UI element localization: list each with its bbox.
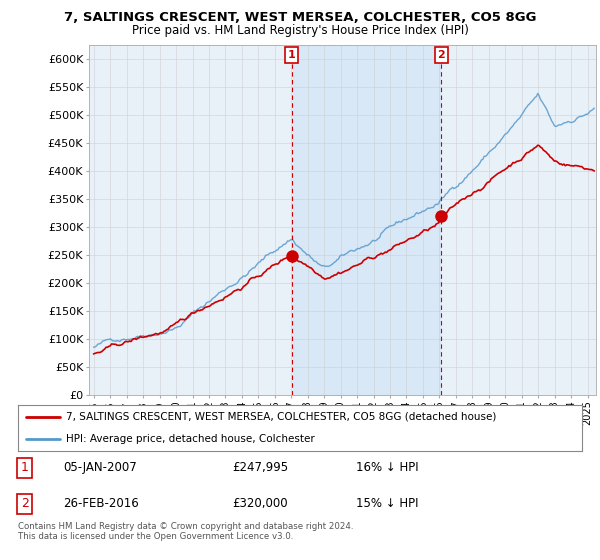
Text: 7, SALTINGS CRESCENT, WEST MERSEA, COLCHESTER, CO5 8GG (detached house): 7, SALTINGS CRESCENT, WEST MERSEA, COLCH…	[66, 412, 496, 422]
Text: 7, SALTINGS CRESCENT, WEST MERSEA, COLCHESTER, CO5 8GG: 7, SALTINGS CRESCENT, WEST MERSEA, COLCH…	[64, 11, 536, 24]
Text: 15% ↓ HPI: 15% ↓ HPI	[356, 497, 419, 510]
Text: 2: 2	[437, 50, 445, 60]
Text: 05-JAN-2007: 05-JAN-2007	[63, 461, 137, 474]
Text: £247,995: £247,995	[232, 461, 289, 474]
Text: 1: 1	[21, 461, 29, 474]
Text: Contains HM Land Registry data © Crown copyright and database right 2024.
This d: Contains HM Land Registry data © Crown c…	[18, 522, 353, 542]
Text: 16% ↓ HPI: 16% ↓ HPI	[356, 461, 419, 474]
Text: 1: 1	[288, 50, 296, 60]
Text: HPI: Average price, detached house, Colchester: HPI: Average price, detached house, Colc…	[66, 434, 314, 444]
Text: £320,000: £320,000	[232, 497, 288, 510]
Text: Price paid vs. HM Land Registry's House Price Index (HPI): Price paid vs. HM Land Registry's House …	[131, 24, 469, 36]
Text: 26-FEB-2016: 26-FEB-2016	[63, 497, 139, 510]
Text: 2: 2	[21, 497, 29, 510]
